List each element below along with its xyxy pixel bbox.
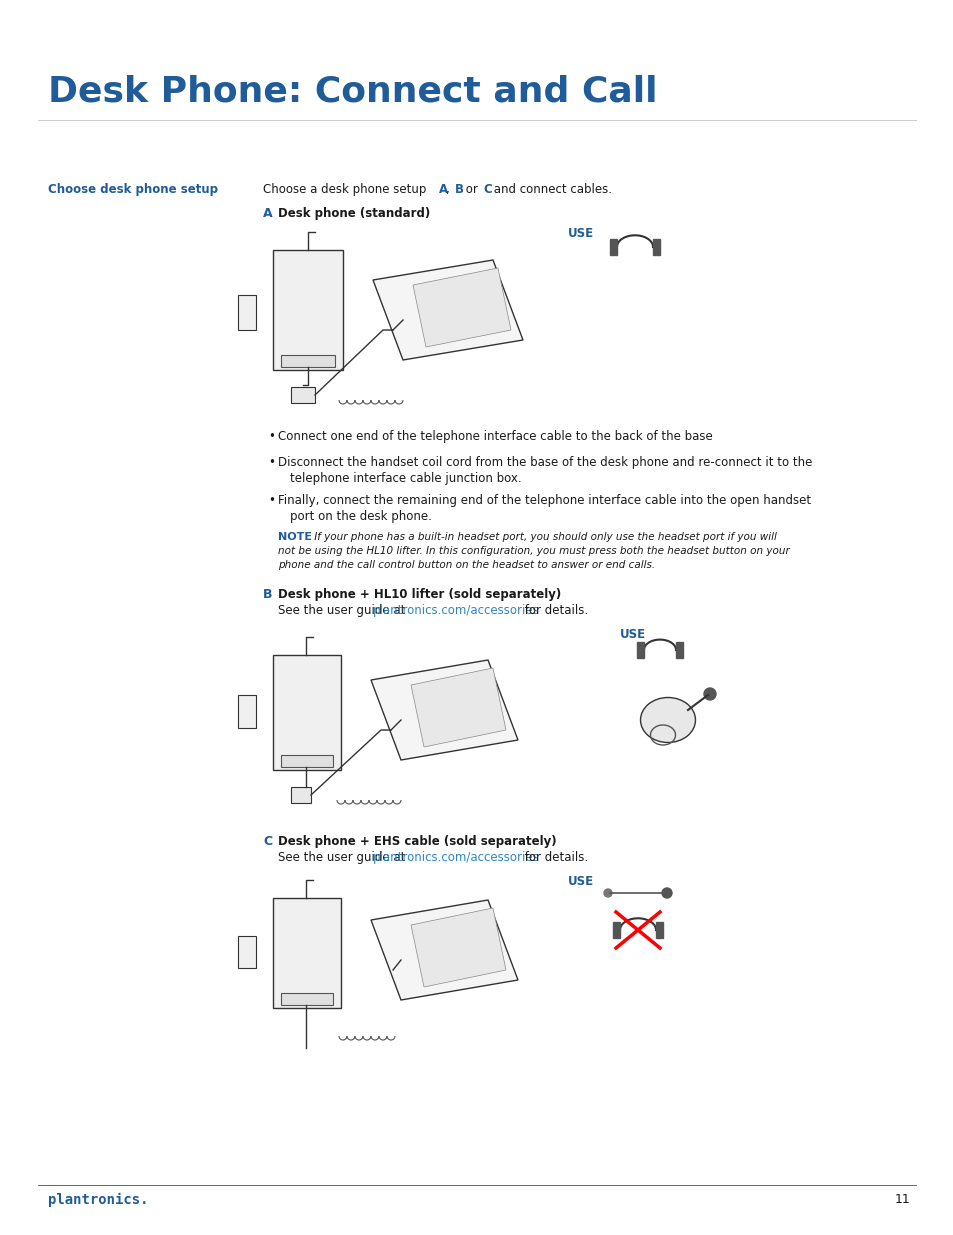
Text: or: or [461,183,481,196]
Text: for details.: for details. [520,851,587,864]
Bar [273,249,343,370]
Text: A: A [438,183,448,196]
Bar [291,787,311,803]
Text: B: B [263,588,273,601]
Text: for details.: for details. [520,604,587,618]
Circle shape [661,888,671,898]
Polygon shape [373,261,522,359]
Text: •: • [268,494,274,508]
Bar [637,642,643,658]
Text: plantronics.com/accessories: plantronics.com/accessories [373,604,539,618]
Bar [237,695,255,727]
Text: If your phone has a built-in headset port, you should only use the headset port : If your phone has a built-in headset por… [311,532,776,542]
Text: Desk phone (standard): Desk phone (standard) [277,207,430,220]
Circle shape [603,889,612,897]
Bar [281,354,335,367]
Text: •: • [268,456,274,469]
Text: C: C [482,183,491,196]
Bar [652,240,659,254]
Text: Desk phone + EHS cable (sold separately): Desk phone + EHS cable (sold separately) [277,835,556,848]
Ellipse shape [639,698,695,742]
Text: C: C [263,835,272,848]
Text: and connect cables.: and connect cables. [490,183,612,196]
Text: Desk Phone: Connect and Call: Desk Phone: Connect and Call [48,75,657,109]
Bar [281,755,333,767]
Text: ,: , [446,183,453,196]
Text: •: • [268,430,274,443]
Text: Choose desk phone setup: Choose desk phone setup [48,183,218,196]
Text: port on the desk phone.: port on the desk phone. [290,510,432,522]
Text: Finally, connect the remaining end of the telephone interface cable into the ope: Finally, connect the remaining end of th… [277,494,810,508]
Bar [237,295,255,330]
Circle shape [703,688,716,700]
Bar [273,655,340,769]
Polygon shape [371,900,517,1000]
Bar [613,923,619,939]
Polygon shape [371,659,517,760]
Text: plantronics.com/accessories: plantronics.com/accessories [373,851,539,864]
Text: phone and the call control button on the headset to answer or end calls.: phone and the call control button on the… [277,559,655,571]
Text: USE: USE [567,876,594,888]
Polygon shape [411,908,505,987]
Text: Choose a desk phone setup: Choose a desk phone setup [263,183,430,196]
Polygon shape [413,268,511,347]
Text: See the user guide at: See the user guide at [277,604,409,618]
Text: USE: USE [619,629,645,641]
Text: not be using the HL10 lifter. In this configuration, you must press both the hea: not be using the HL10 lifter. In this co… [277,546,789,556]
Text: USE: USE [567,227,594,240]
Text: A: A [263,207,273,220]
Text: Connect one end of the telephone interface cable to the back of the base: Connect one end of the telephone interfa… [277,430,712,443]
Text: plantronics.: plantronics. [48,1193,149,1207]
Text: Desk phone + HL10 lifter (sold separately): Desk phone + HL10 lifter (sold separatel… [277,588,560,601]
Bar [281,993,333,1005]
Bar [291,387,314,403]
Bar [656,923,662,939]
Text: See the user guide at: See the user guide at [277,851,409,864]
Polygon shape [411,668,505,747]
Bar [273,898,340,1008]
Bar [676,642,682,658]
Bar [237,936,255,968]
Text: 11: 11 [893,1193,909,1207]
Bar [609,240,617,254]
Text: telephone interface cable junction box.: telephone interface cable junction box. [290,472,521,485]
Text: NOTE: NOTE [277,532,312,542]
Text: B: B [455,183,463,196]
Text: Disconnect the handset coil cord from the base of the desk phone and re-connect : Disconnect the handset coil cord from th… [277,456,812,469]
